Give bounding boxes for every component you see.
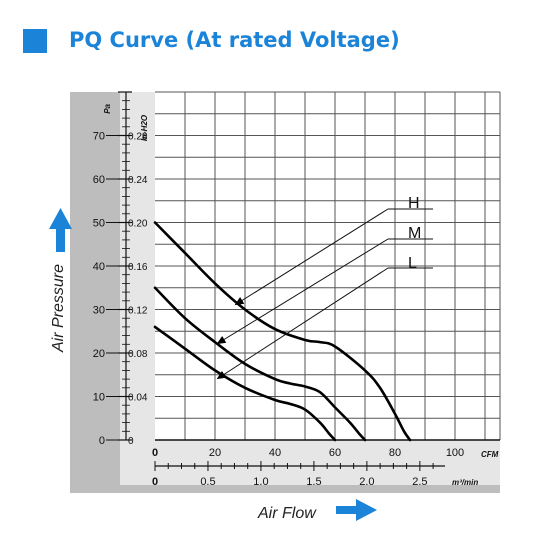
series-label-h: H bbox=[408, 195, 420, 212]
y-unit-pa: Pa bbox=[103, 103, 112, 113]
x-tick-label-cfm: 40 bbox=[269, 447, 281, 459]
curves bbox=[153, 221, 412, 442]
x-tick-label-cfm: 80 bbox=[389, 447, 401, 459]
axes: 0 10 20 30 40 50 60 70 0 0.04 0.08 0.12 0.16 0.20 0.24… bbox=[93, 91, 500, 488]
grid-lines bbox=[155, 91, 501, 440]
y-tick-label-pa: 50 bbox=[93, 218, 105, 230]
x-axis-panel bbox=[120, 440, 500, 485]
y-unit-inh2o: In-H2O bbox=[140, 114, 149, 141]
x-tick-label-cfm: 100 bbox=[446, 447, 464, 459]
y-tick-label-inh2o: 0 bbox=[128, 436, 134, 447]
x-tick-label-cfm: 0 bbox=[152, 447, 158, 459]
y-tick-label-inh2o: 0.20 bbox=[128, 219, 148, 230]
page-title: PQ Curve (At rated Voltage) bbox=[69, 28, 400, 52]
y-tick-label-inh2o: 0.12 bbox=[128, 306, 148, 317]
curve-h bbox=[153, 221, 412, 442]
y-tick-label-pa: 20 bbox=[93, 348, 105, 360]
annotations: HML bbox=[216, 195, 433, 380]
y-tick-label-inh2o: 0.28 bbox=[128, 132, 148, 143]
x-tick-label-m3: 2.0 bbox=[359, 476, 374, 488]
x-tick-label-cfm: 60 bbox=[329, 447, 341, 459]
leader-line-h bbox=[234, 208, 389, 306]
leader-line-l bbox=[216, 267, 389, 380]
x-tick-label-m3: 1.0 bbox=[253, 476, 268, 488]
y-axis-title: Air Pressure bbox=[50, 264, 67, 353]
x-tick-label-m3: 1.5 bbox=[306, 476, 321, 488]
series-label-l: L bbox=[408, 255, 417, 272]
leader-line-m bbox=[216, 238, 389, 345]
x-axis-title: Air Flow bbox=[257, 505, 317, 522]
x-unit-m3: m³/min bbox=[452, 478, 478, 487]
y-tick-label-inh2o: 0.24 bbox=[128, 175, 148, 186]
y-tick-label-inh2o: 0.04 bbox=[128, 393, 148, 404]
y-tick-label-pa: 70 bbox=[93, 131, 105, 143]
y-tick-label-pa: 60 bbox=[93, 174, 105, 186]
y-tick-label-inh2o: 0.08 bbox=[128, 349, 148, 360]
x-tick-label-m3: 0 bbox=[152, 476, 158, 488]
title-square-icon bbox=[23, 29, 47, 53]
y-tick-label-pa: 0 bbox=[99, 435, 105, 447]
x-axis-arrow-icon bbox=[336, 499, 377, 521]
y-axis-arrow-icon bbox=[49, 208, 72, 252]
series-label-m: M bbox=[408, 225, 421, 242]
y-tick-label-inh2o: 0.16 bbox=[128, 262, 148, 273]
y-tick-label-pa: 30 bbox=[93, 305, 105, 317]
x-tick-label-m3: 2.5 bbox=[412, 476, 427, 488]
curve-m bbox=[153, 286, 367, 442]
x-tick-label-m3: 0.5 bbox=[200, 476, 215, 488]
curve-l bbox=[153, 325, 337, 442]
y-tick-label-pa: 40 bbox=[93, 261, 105, 273]
x-unit-cfm: CFM bbox=[481, 450, 499, 459]
x-tick-label-cfm: 20 bbox=[209, 447, 221, 459]
y-tick-label-pa: 10 bbox=[93, 392, 105, 404]
